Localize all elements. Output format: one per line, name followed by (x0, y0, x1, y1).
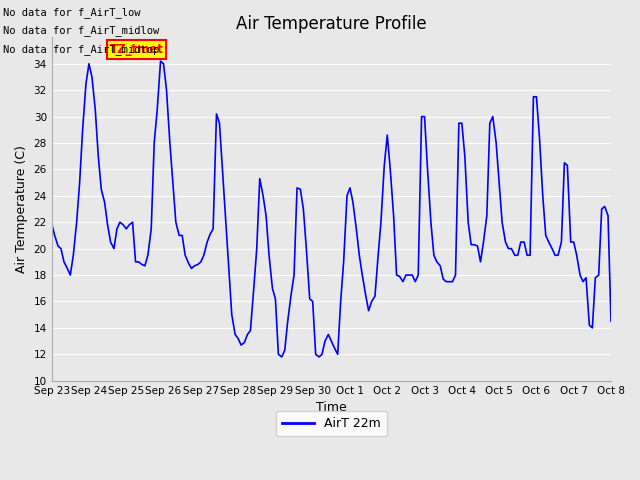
Text: TZ_tmet: TZ_tmet (109, 43, 163, 56)
Text: No data for f_AirT_low: No data for f_AirT_low (3, 7, 141, 18)
Legend: AirT 22m: AirT 22m (276, 411, 387, 436)
Title: Air Temperature Profile: Air Temperature Profile (236, 15, 427, 33)
Text: No data for f_AirT_midtop: No data for f_AirT_midtop (3, 44, 159, 55)
X-axis label: Time: Time (316, 401, 347, 414)
Text: No data for f_AirT_midlow: No data for f_AirT_midlow (3, 25, 159, 36)
Y-axis label: Air Termperature (C): Air Termperature (C) (15, 145, 28, 273)
